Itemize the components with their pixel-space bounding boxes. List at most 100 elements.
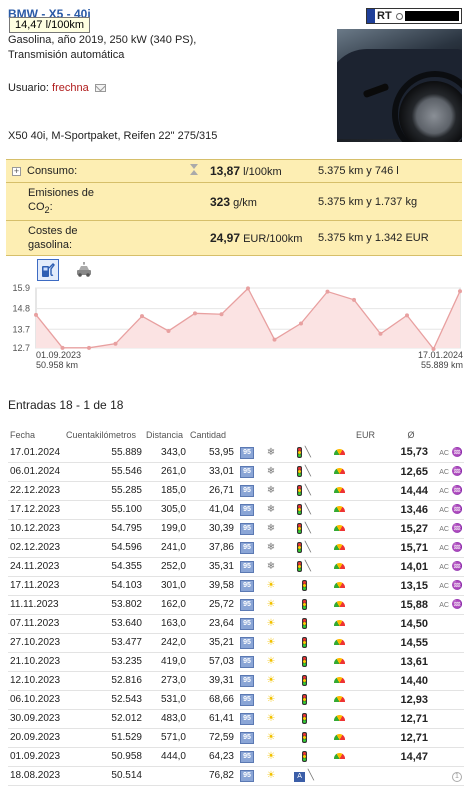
log-distance: 273,0 (144, 671, 188, 691)
log-average: 12,65 (392, 462, 430, 482)
log-distance: 419,0 (144, 652, 188, 672)
chart-data-point (378, 331, 383, 336)
log-row[interactable]: 30.09.2023 52.012 483,0 61,41 95 ☀ 12,71 (8, 709, 464, 729)
log-row[interactable]: 17.11.2023 54.103 301,0 39,58 95 ☀ 13,15… (8, 576, 464, 596)
log-quantity: 37,86 (188, 538, 236, 558)
log-row[interactable]: 17.01.2024 55.889 343,0 53,95 95 ❄ ╲ 15,… (8, 443, 464, 463)
chart-start-date-label: 01.09.2023 (36, 350, 81, 360)
sun-icon: ☀ (266, 694, 276, 705)
chart-data-point (60, 345, 65, 350)
log-row[interactable]: 11.11.2023 53.802 162,0 25,72 95 ☀ 15,88… (8, 595, 464, 615)
log-quantity: 26,71 (188, 481, 236, 501)
col-average[interactable]: Ø (407, 430, 415, 440)
chart-tabs (37, 259, 95, 281)
col-quantity[interactable]: Cantidad (190, 430, 227, 440)
vehicle-description: Gasolina, año 2019, 250 kW (340 PS), Tra… (8, 33, 328, 63)
log-row[interactable]: 20.09.2023 51.529 571,0 72,59 95 ☀ 12,71 (8, 728, 464, 748)
costs-detail: 5.375 km y 1.342 EUR (312, 220, 462, 257)
log-row[interactable]: 06.01.2024 55.546 261,0 33,01 95 ❄ ╲ 12,… (8, 462, 464, 482)
ac-icon: AC (439, 507, 449, 514)
driving-style-gauge-icon (333, 449, 345, 456)
col-odometer[interactable]: Cuentakilómetros (66, 430, 137, 440)
driving-style-gauge-icon (333, 677, 345, 684)
log-odometer: 53.477 (64, 633, 144, 653)
fuel-type-badge: 95 (240, 770, 254, 782)
log-quantity: 57,03 (188, 652, 236, 672)
log-average: 14,40 (392, 671, 430, 691)
city-traffic-icon (301, 655, 307, 667)
fuel-type-badge: 95 (240, 542, 254, 554)
log-odometer: 52.816 (64, 671, 144, 691)
chart-data-point (34, 312, 38, 317)
log-row[interactable]: 10.12.2023 54.795 199,0 30,39 95 ❄ ╲ 15,… (8, 519, 464, 539)
log-date: 20.09.2023 (8, 728, 64, 748)
fuel-type-badge: 95 (240, 656, 254, 668)
fuel-type-badge: 95 (240, 751, 254, 763)
log-odometer: 55.546 (64, 462, 144, 482)
seat-heating-icon: ♒ (451, 580, 463, 590)
log-row[interactable]: 27.10.2023 53.477 242,0 35,21 95 ☀ 14,55 (8, 633, 464, 653)
seat-heating-icon: ♒ (451, 599, 463, 609)
city-traffic-icon (297, 560, 303, 572)
log-quantity: 61,41 (188, 709, 236, 729)
log-distance: 241,0 (144, 538, 188, 558)
log-date: 18.08.2023 (8, 766, 64, 786)
log-quantity: 35,31 (188, 557, 236, 577)
ac-icon: AC (439, 469, 449, 476)
info-icon[interactable]: 1 (452, 771, 462, 782)
fuel-type-badge: 95 (240, 713, 254, 725)
log-row[interactable]: 02.12.2023 54.596 241,0 37,86 95 ❄ ╲ 15,… (8, 538, 464, 558)
chart-data-point (87, 345, 91, 350)
ac-icon: AC (439, 583, 449, 590)
log-row[interactable]: 06.10.2023 52.543 531,0 68,66 95 ☀ 12,93 (8, 690, 464, 710)
log-date: 17.11.2023 (8, 576, 64, 596)
hourglass-icon (190, 164, 198, 175)
vehicle-photo[interactable] (337, 29, 462, 142)
log-date: 21.10.2023 (8, 652, 64, 672)
chart-data-point (166, 328, 171, 333)
chart-data-point (140, 314, 144, 319)
log-row[interactable]: 17.12.2023 55.100 305,0 41,04 95 ❄ ╲ 13,… (8, 500, 464, 520)
ac-icon: AC (439, 526, 449, 533)
fuel-type-badge: 95 (240, 580, 254, 592)
sun-icon: ☀ (266, 732, 276, 743)
log-row[interactable]: 22.12.2023 55.285 185,0 26,71 95 ❄ ╲ 14,… (8, 481, 464, 501)
log-row[interactable]: 21.10.2023 53.235 419,0 57,03 95 ☀ 13,61 (8, 652, 464, 672)
col-eur[interactable]: EUR (356, 430, 376, 440)
log-odometer: 53.640 (64, 614, 144, 634)
driving-style-gauge-icon (333, 563, 345, 570)
col-distance[interactable]: Distancia (146, 430, 184, 440)
seat-heating-icon: ♒ (451, 485, 463, 495)
chart-y-tick-label: 12.7 (12, 343, 30, 353)
log-date: 01.09.2023 (8, 747, 64, 767)
log-row[interactable]: 24.11.2023 54.355 252,0 35,31 95 ❄ ╲ 14,… (8, 557, 464, 577)
driving-style-gauge-icon (333, 468, 345, 475)
log-distance: 444,0 (144, 747, 188, 767)
log-row[interactable]: 18.08.2023 50.514 76,82 95 ☀ A ╲ 1 (8, 766, 464, 786)
city-traffic-icon (301, 636, 307, 648)
log-date: 07.11.2023 (8, 614, 64, 634)
costs-label-line1: Costes de (28, 225, 78, 238)
tab-fuel-consumption[interactable] (37, 259, 59, 281)
consumption-detail: 5.375 km y 746 l (312, 159, 462, 183)
user-link[interactable]: frechna (52, 82, 89, 94)
chart-y-tick-label: 15.9 (12, 283, 30, 293)
snowflake-icon: ❄ (266, 504, 276, 515)
tab-vehicle-costs[interactable] (73, 259, 95, 281)
log-row[interactable]: 01.09.2023 50.958 444,0 64,23 95 ☀ 14,47 (8, 747, 464, 767)
log-odometer: 54.795 (64, 519, 144, 539)
sun-icon: ☀ (266, 580, 276, 591)
mail-icon[interactable] (94, 84, 106, 92)
seat-heating-icon: ♒ (451, 561, 463, 571)
log-distance: 252,0 (144, 557, 188, 577)
chart-data-point (325, 289, 330, 294)
log-quantity: 23,64 (188, 614, 236, 634)
expand-icon[interactable]: + (12, 166, 21, 176)
col-date[interactable]: Fecha (10, 430, 36, 440)
log-odometer: 52.012 (64, 709, 144, 729)
log-row[interactable]: 12.10.2023 52.816 273,0 39,31 95 ☀ 14,40 (8, 671, 464, 691)
city-traffic-icon (297, 446, 303, 458)
chart-area-fill (36, 288, 460, 349)
log-row[interactable]: 07.11.2023 53.640 163,0 23,64 95 ☀ 14,50 (8, 614, 464, 634)
